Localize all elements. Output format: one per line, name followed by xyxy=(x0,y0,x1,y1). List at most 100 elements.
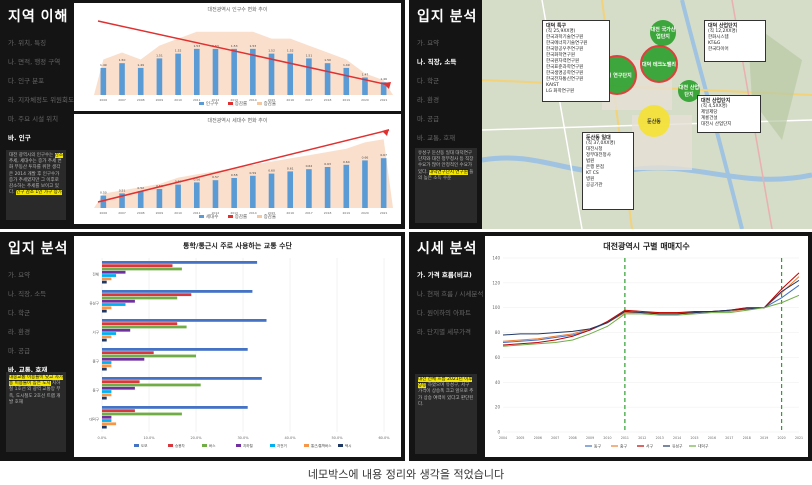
households-chart-panel: 대전광역시 세대수 변화 추이 0.50 2006 0.51 2007 0.52 2008… xyxy=(74,114,401,224)
x-tick-label: 2020 xyxy=(361,98,369,102)
x-tick-label: 2012 xyxy=(638,436,646,440)
box-item: 한국표준과학연구원 xyxy=(546,65,584,70)
x-tick-label: 2016 xyxy=(286,211,294,215)
x-tick-label: 2020 xyxy=(361,211,369,215)
slide2-menu: 가. 요약 나. 직장, 소득 다. 학군 라. 환경 마. 공급 바. 교통,… xyxy=(409,26,481,148)
circle-label: 대전 산업단지 xyxy=(678,85,700,98)
bar-label: 1.53 xyxy=(231,44,238,48)
slide3-menu-item: 마. 공급 xyxy=(8,347,31,355)
bar-label: 1.49 xyxy=(100,63,107,67)
legend-label: 지하철 xyxy=(243,443,253,448)
y-tick-label: 40 xyxy=(495,380,501,385)
x-tick-label: 2011 xyxy=(193,211,201,215)
legend-label: 대덕구 xyxy=(698,444,709,449)
legend-label: 도보 xyxy=(141,444,148,448)
daejeon-map[interactable]: 대덕 연구단지 대전 국가산업단지 대덕 테크노밸리 대전 산업단지 둔산동 대… xyxy=(482,0,812,229)
box-item: 한국타이어 xyxy=(708,47,729,52)
slide3-menu-item: 가. 요약 xyxy=(8,271,31,279)
box-title: 둔산동 일대 xyxy=(586,135,611,141)
x-tick-label: 2006 xyxy=(100,98,108,102)
legend-label: 통근/통학버스 xyxy=(311,443,332,448)
circle-label: 대덕 테크노밸리 xyxy=(642,61,676,68)
legend-swatch xyxy=(304,444,309,447)
x-tick-label: 2011 xyxy=(621,436,629,440)
note-text: 대전 광역시의 인구수는 xyxy=(9,153,54,158)
x-tick-label: 2007 xyxy=(551,436,559,440)
slide1-menu: 가. 위치, 특징 나. 면적, 행정 구역 다. 인구 분포 라. 지자체정도… xyxy=(0,26,74,148)
x-tick-label: 20.0% xyxy=(190,436,202,440)
population-chart-panel: 대전광역시 인구수 변화 추이 1.49 2006 1.50 2007 1.49 2008… xyxy=(74,3,401,111)
slide2-sidebar: 입지 분석 가. 요약 나. 직장, 소득 다. 학군 라. 환경 마. 공급 … xyxy=(409,0,481,229)
category-label: 서구 xyxy=(93,330,100,335)
bar-label: 0.53 xyxy=(156,184,163,188)
y-tick-label: 100 xyxy=(492,305,500,310)
box-subtitle: (직 25,9XX명) xyxy=(546,29,576,34)
legend-label: 승용차 xyxy=(175,443,185,448)
bar xyxy=(287,171,294,208)
bar-label: 0.67 xyxy=(380,153,387,157)
legend-label: 동구 xyxy=(594,444,601,449)
x-tick-label: 2008 xyxy=(137,211,145,215)
box-item: KAIST xyxy=(546,83,559,88)
bar xyxy=(102,325,187,329)
legend-swatch xyxy=(270,444,275,447)
x-tick-label: 2010 xyxy=(174,98,182,102)
bar xyxy=(102,396,107,400)
bar-label: 1.49 xyxy=(137,63,144,67)
box-subtitle: (직 4,5XX명) xyxy=(701,104,728,109)
national-complex-circle[interactable]: 대전 국가산업단지 xyxy=(650,20,676,46)
x-tick-label: 40.0% xyxy=(284,436,296,440)
bar xyxy=(102,390,112,393)
legend-label: 증감률 xyxy=(234,215,248,220)
bar-label: 0.58 xyxy=(231,173,238,177)
slide3-title: 입지 분석 xyxy=(8,240,69,256)
slide3-note: 대중교통 이용률이 낮고 자가용 이용률이 높은 도시 지하철 1호선 외 광역… xyxy=(6,372,66,452)
note-text: 추세, 세대수는 증가 추세 변화 부동산 투자를 위한 생각은 2014 개발… xyxy=(9,159,62,196)
bar xyxy=(156,189,163,208)
bar xyxy=(306,169,312,208)
bar xyxy=(102,299,135,303)
series-line xyxy=(502,294,800,347)
bar xyxy=(102,277,112,281)
population-chart: 1.49 2006 1.50 2007 1.49 2008 1.51 2009 1.52 2010… xyxy=(94,20,393,102)
bar xyxy=(102,361,112,364)
x-tick-label: 2009 xyxy=(156,98,164,102)
x-tick-label: 2016 xyxy=(708,436,716,440)
bar xyxy=(102,357,145,361)
slide1-menu-item: 마. 주요 시설 위치 xyxy=(8,115,59,123)
x-tick-label: 2017 xyxy=(305,211,313,215)
bar xyxy=(102,415,112,419)
dunsan-circle[interactable]: 둔산동 xyxy=(638,105,670,137)
slide2-note: 유성구 둔산동 일대 대덕연구단지와 대전 정부청사 등 직장 수요가 많아 안… xyxy=(415,148,477,223)
dunsan-box: 둔산동 일대 (직 37,0XX명) 대전시청 정부대전청사 법원 은행 본점 … xyxy=(582,132,634,210)
bar xyxy=(102,335,112,339)
slide2-menu-item: 마. 공급 xyxy=(417,115,440,123)
x-tick-label: 2020 xyxy=(778,436,786,440)
bar xyxy=(102,409,135,413)
x-tick-label: 2017 xyxy=(725,436,733,440)
legend-swatch xyxy=(168,444,173,447)
box-item: 정부대전청사 xyxy=(586,153,611,158)
bar xyxy=(212,180,219,208)
x-tick-label: 2016 xyxy=(286,98,294,102)
bar xyxy=(102,328,131,332)
bar xyxy=(100,195,107,208)
x-tick-label: 0.0% xyxy=(98,436,108,440)
industrial-complex-circle[interactable]: 대전 산업단지 xyxy=(678,80,700,102)
bar xyxy=(268,173,275,208)
slide1-sidebar: 지역 이해 가. 위치, 특징 나. 면적, 행정 구역 다. 인구 분포 라.… xyxy=(0,0,74,229)
box-item: 한국원자력연구원 xyxy=(546,59,580,64)
x-tick-label: 2009 xyxy=(156,211,164,215)
bar xyxy=(102,290,253,293)
note-text: 하였으며 유성구, 서구 가격이 상승폭 크고 앞으로 추가 상승 여력이 있다… xyxy=(418,383,474,407)
price-index-chart: 0 20 40 60 80 100 120 140 2004 2005 2006 2007 2008 20… xyxy=(492,256,803,449)
bar xyxy=(102,406,248,409)
bar xyxy=(102,274,117,277)
slide2-menu-item: 다. 학군 xyxy=(417,77,440,85)
techno-valley-circle[interactable]: 대덕 테크노밸리 xyxy=(640,45,678,83)
slide4-menu-item: 라. 단지별 세부가격 xyxy=(417,328,472,336)
note-text: 들의 높은 소득 수준 xyxy=(418,169,474,181)
legend-label: 중구 xyxy=(620,444,627,449)
slide3-menu-item: 나. 직장, 소득 xyxy=(8,290,47,298)
box-item: 한화시스템 xyxy=(708,35,729,40)
